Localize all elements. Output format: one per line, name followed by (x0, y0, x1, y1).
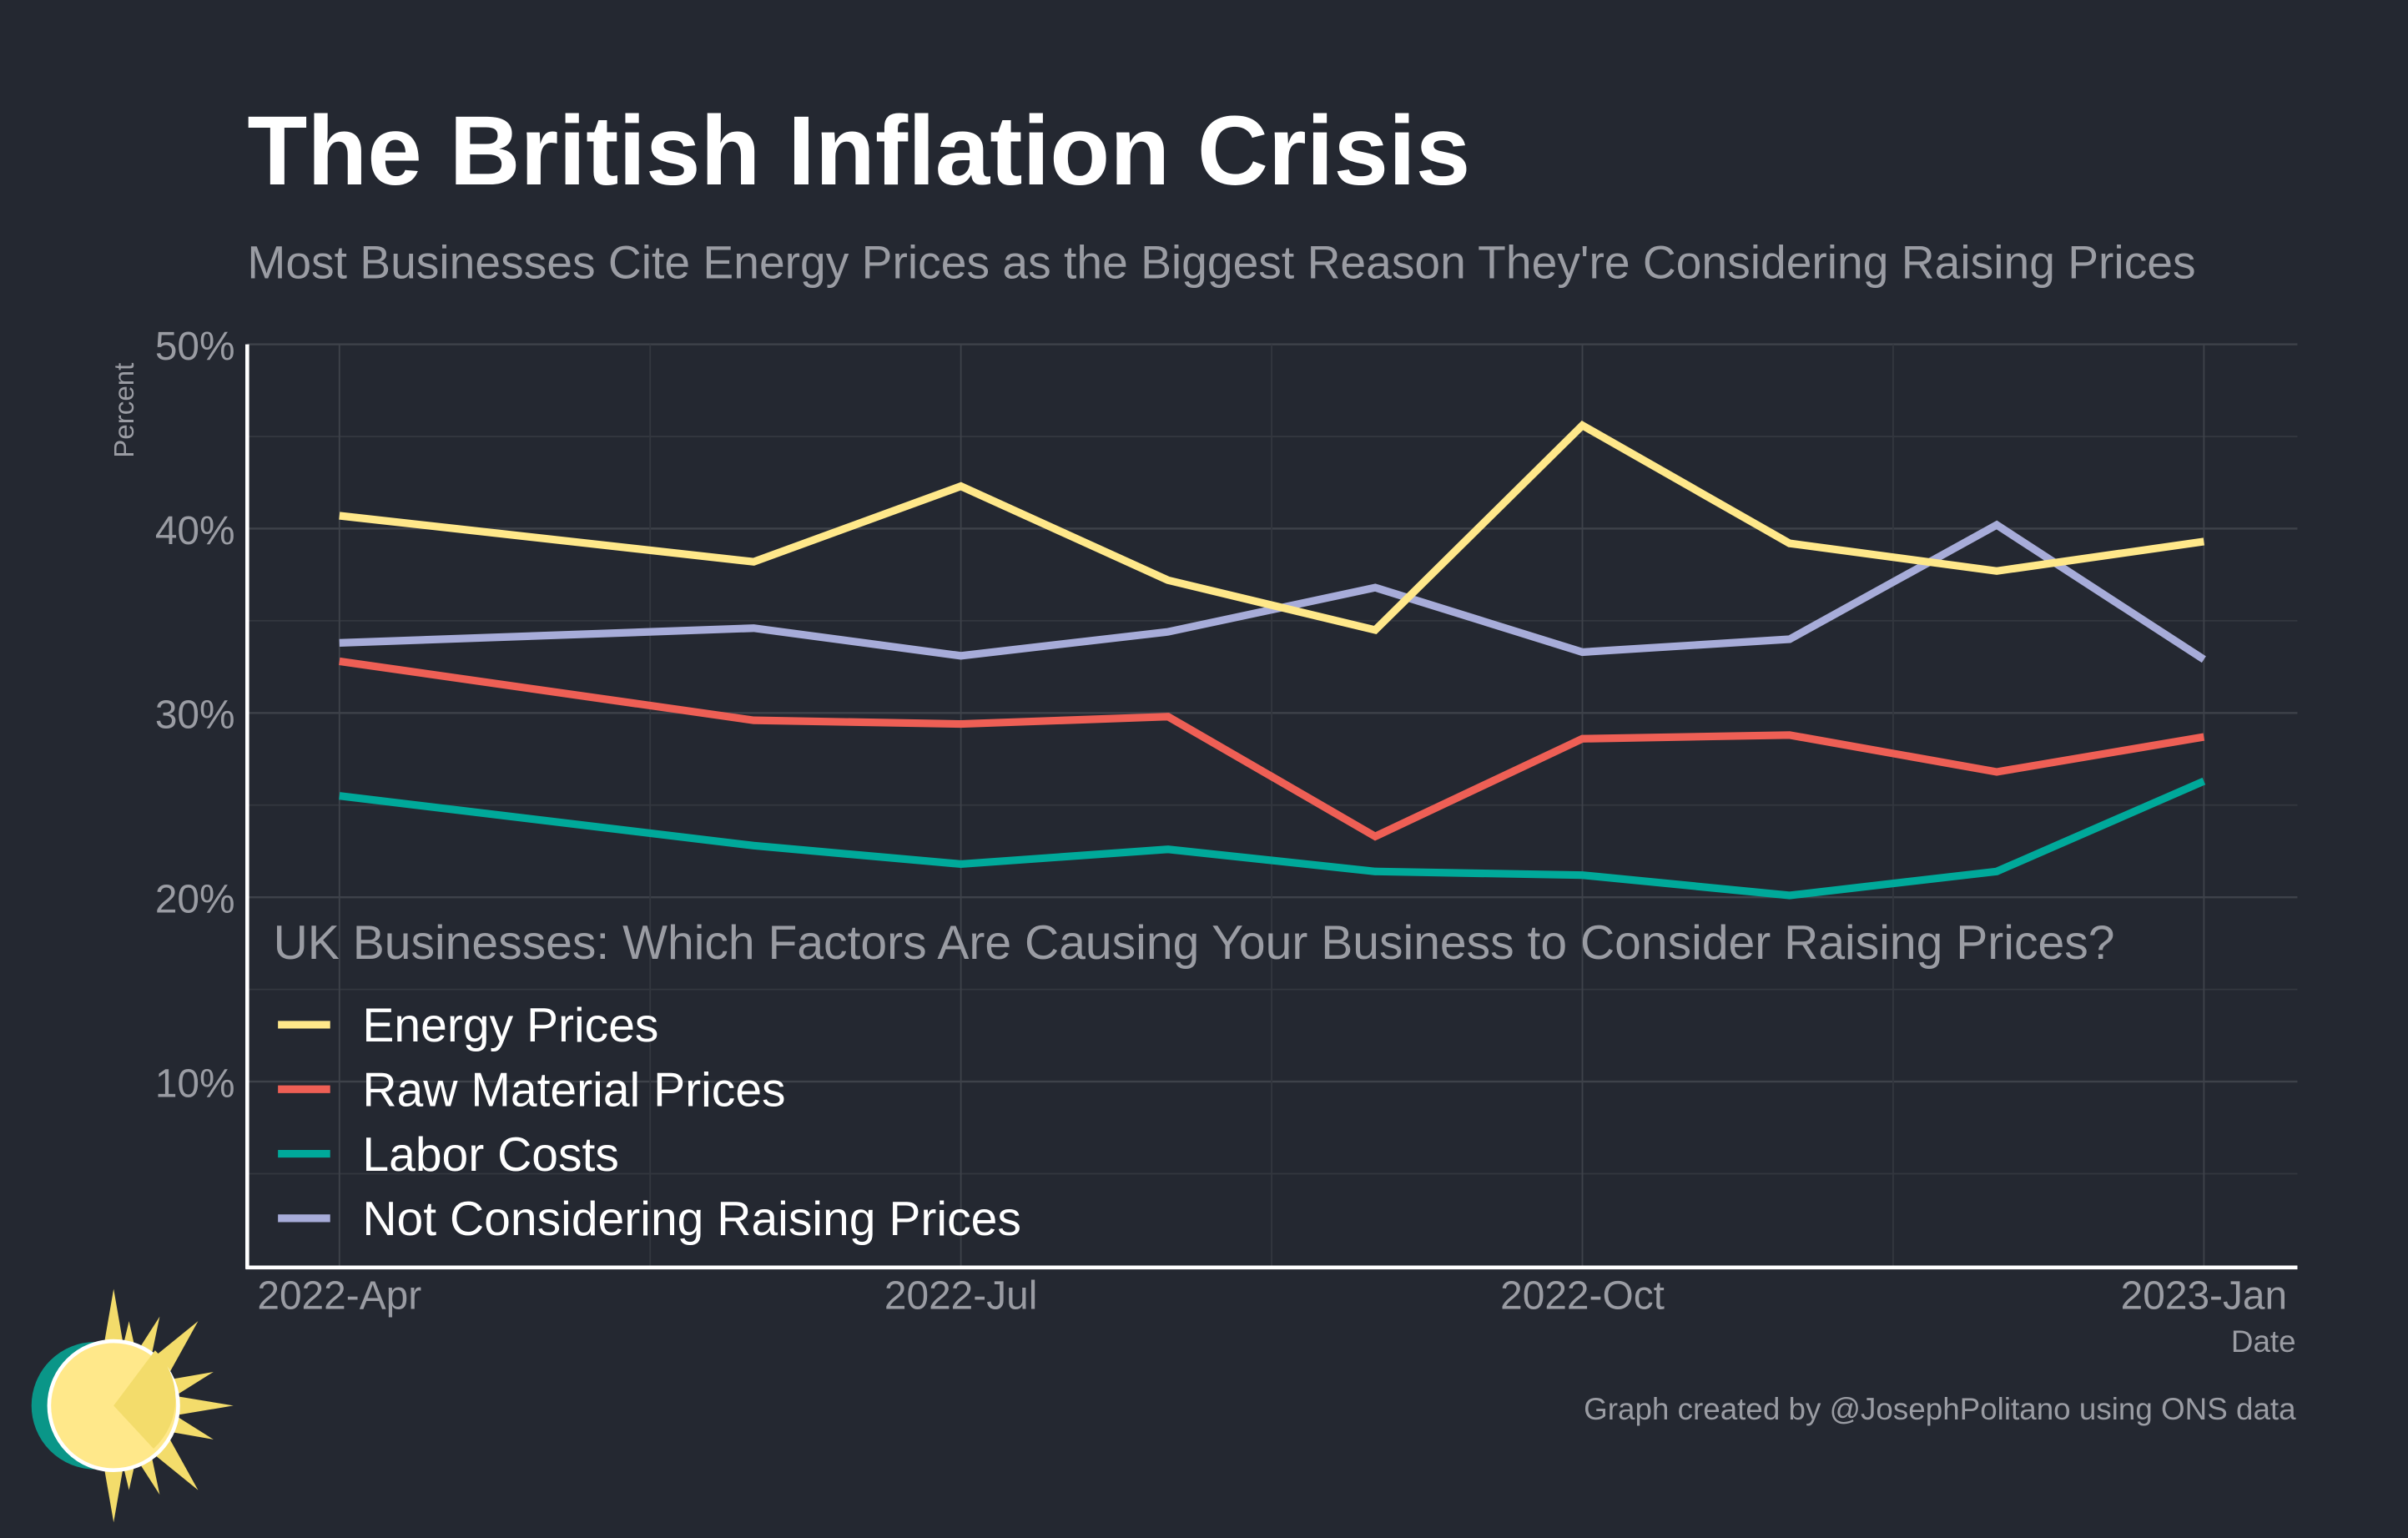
legend-label: Not Considering Raising Prices (362, 1193, 1021, 1246)
y-tick-label: 10% (155, 1061, 235, 1106)
series-line-labor-costs (339, 777, 2206, 900)
y-tick-label: 50% (155, 325, 235, 369)
x-tick-label: 2022-Oct (1500, 1273, 1665, 1318)
y-tick-label: 30% (155, 693, 235, 738)
legend: UK Businesses: Which Factors Are Causing… (274, 916, 2115, 1246)
y-axis-label: Percent (109, 363, 140, 458)
legend-label: Labor Costs (362, 1128, 619, 1182)
legend-title: UK Businesses: Which Factors Are Causing… (274, 916, 2115, 970)
x-axis: 2022-Apr 2022-Jul 2022-Oct 2023-Jan (257, 1273, 2287, 1318)
caption: Graph created by @JosephPolitano using O… (1584, 1392, 2296, 1426)
grid (247, 343, 2298, 1266)
chart-title: The British Inflation Crisis (247, 95, 1470, 205)
series-line-raw-material-prices (339, 657, 2205, 841)
x-tick-label: 2022-Jul (884, 1273, 1038, 1318)
x-axis-label: Date (2231, 1324, 2296, 1359)
y-tick-label: 40% (155, 509, 235, 553)
y-axis: 10% 20% 30% 40% 50% (155, 325, 235, 1106)
legend-label: Energy Prices (362, 999, 658, 1052)
legend-label: Raw Material Prices (362, 1064, 785, 1117)
series-line-energy-prices (339, 421, 2205, 635)
sun-logo-icon (31, 1288, 234, 1523)
chart-subtitle: Most Businesses Cite Energy Prices as th… (247, 236, 2195, 288)
y-tick-label: 20% (155, 878, 235, 922)
series-lines (339, 421, 2206, 900)
x-tick-label: 2022-Apr (257, 1273, 421, 1318)
x-tick-label: 2023-Jan (2121, 1273, 2288, 1318)
